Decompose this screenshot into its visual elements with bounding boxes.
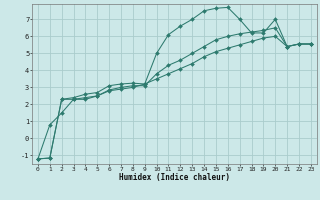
X-axis label: Humidex (Indice chaleur): Humidex (Indice chaleur) bbox=[119, 173, 230, 182]
